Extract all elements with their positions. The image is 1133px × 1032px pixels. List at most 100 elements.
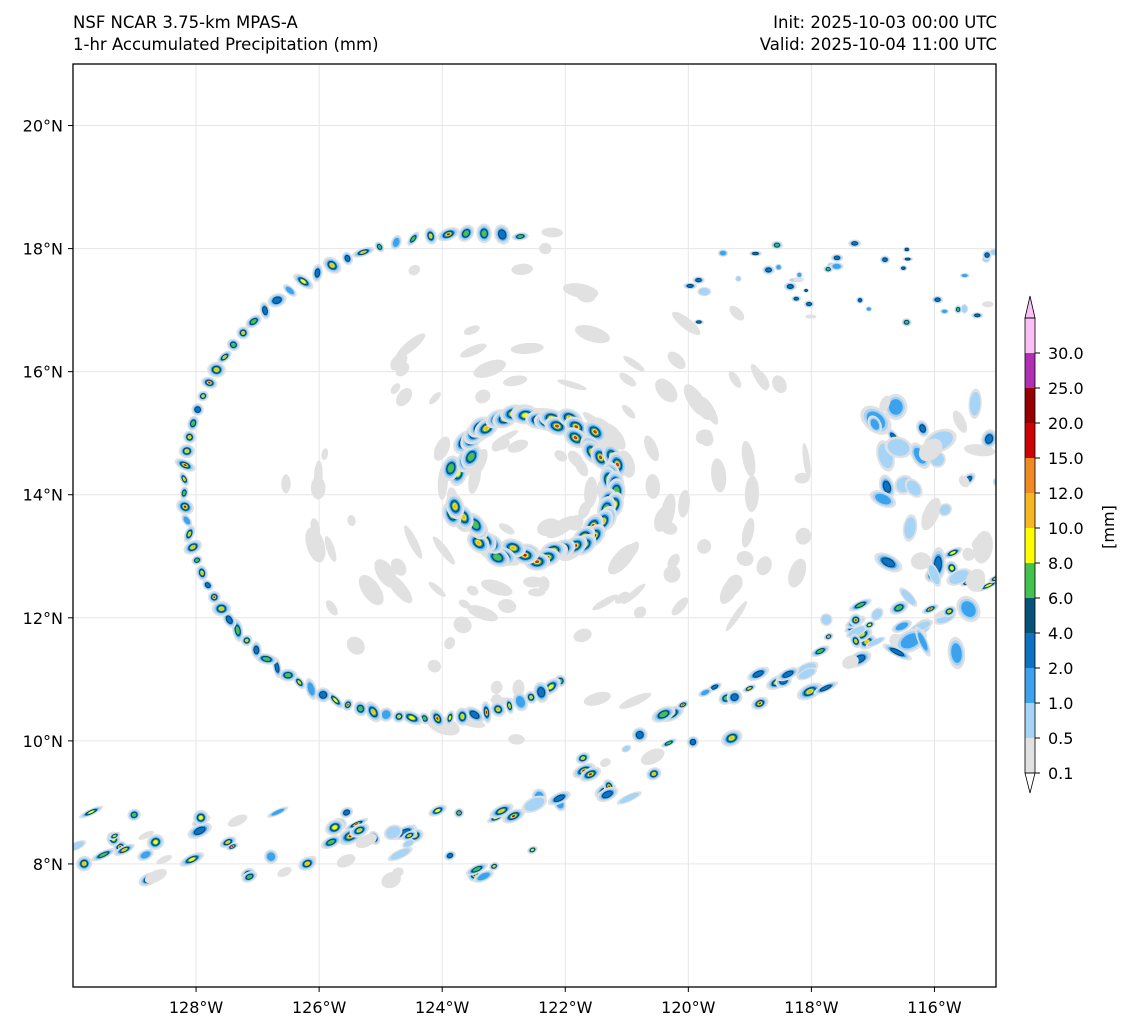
precip-cell [383,824,403,841]
precip-cell [458,599,471,609]
precip-cell [429,392,441,405]
map-frame [72,63,997,988]
precip-cell [726,689,743,705]
precip-cell [762,265,775,275]
precip-cell [848,598,872,612]
precip-cell [444,850,456,861]
precip-cell [683,384,708,417]
precip-cell [693,319,704,325]
precip-cell [391,558,407,576]
precip-cell [676,700,689,710]
lon-tick-label: 116°W [907,998,962,1017]
precip-cell [113,843,135,856]
precip-cell [772,375,787,394]
precip-cell [528,588,546,597]
precipitation-field [73,223,996,889]
precip-cell [660,521,678,535]
precip-cell [645,474,661,499]
precip-cell [663,565,681,583]
precip-cell [959,272,970,279]
precip-cell [741,517,755,548]
precip-cell [496,437,510,450]
precip-cell [278,668,298,682]
precip-cell [503,375,528,387]
precip-cell [144,868,167,884]
colorbar-tick-label: 8.0 [1048,554,1073,573]
precip-cell [217,350,232,364]
colorbar-swatch [1025,528,1035,563]
precip-cell [547,790,571,806]
precip-cell [537,518,561,537]
precip-cell [108,831,121,841]
precip-cell [305,677,318,700]
colorbar-swatch [1025,423,1035,458]
precip-cell [138,830,154,840]
precip-cell [512,692,529,712]
precip-cell [466,585,479,596]
precip-cell [910,552,931,570]
precip-cell [671,597,689,616]
precip-cell [267,293,287,308]
precip-cell [830,253,844,262]
precip-cell [191,403,204,416]
longitude-axis: 128°W 126°W 124°W 122°W 120°W 118°W 116°W [169,987,962,1017]
precip-cell [298,856,317,871]
precip-cell [476,223,492,244]
precip-cell [445,493,465,520]
precip-cell [954,305,962,314]
precip-cell [433,436,451,461]
colorbar-tick-label: 2.0 [1048,659,1073,678]
precip-cell [187,415,199,431]
precip-cell [91,848,116,862]
precip-cell [192,809,209,826]
precip-cell [901,318,912,327]
colorbar-swatch [1025,493,1035,528]
precip-cell [444,637,456,650]
precip-cell [226,338,240,351]
colorbar-swatch [1025,318,1035,353]
precip-cell [315,687,332,703]
precip-cell [791,295,802,302]
lat-tick-label: 18°N [23,240,63,259]
precip-cell [191,555,203,566]
lat-tick-label: 8°N [33,855,63,874]
precip-cell [644,435,659,462]
precip-cell [878,474,895,500]
lat-tick-label: 14°N [23,486,63,505]
precip-cell [400,710,424,726]
precip-cell [505,697,514,715]
precip-cell [494,224,511,245]
precip-cell [568,515,584,531]
precip-cell [404,525,423,559]
precip-cell [982,250,992,260]
precip-cell [749,250,762,257]
precip-cell [465,862,489,876]
precip-cell [267,806,289,818]
lat-tick-label: 20°N [23,117,63,136]
precip-cell [633,606,647,619]
precip-cell [823,632,834,641]
precip-cell [803,288,810,293]
lon-tick-label: 122°W [538,998,593,1017]
precip-cell [358,574,384,606]
precip-cell [914,626,931,657]
precip-cell [557,379,587,391]
precip-cell [660,738,677,748]
precip-cell [842,655,859,670]
precip-cell [796,682,823,701]
precip-cell [615,591,630,604]
precip-cell [499,523,515,535]
precip-cell [453,616,472,634]
precip-cell [336,854,356,868]
map-background [73,64,996,987]
precip-cell [751,696,769,711]
precip-cell [874,552,903,573]
precip-cell [432,536,455,565]
precip-cell [183,430,196,444]
precip-cell [711,458,727,493]
lat-tick-label: 12°N [23,609,63,628]
precip-cell [353,701,368,717]
precip-cell [813,681,839,695]
precip-cell [339,806,354,819]
precip-cell [533,681,550,703]
